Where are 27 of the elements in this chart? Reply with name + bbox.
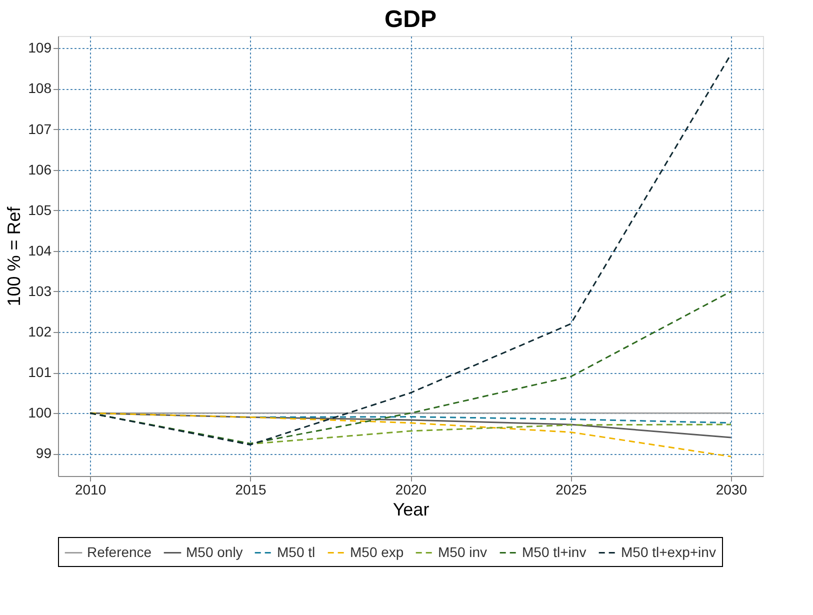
- y-tick-label: 108: [28, 80, 52, 96]
- x-tick-label: 2010: [74, 482, 106, 498]
- y-tick-label: 107: [28, 120, 52, 137]
- y-tick-label: 109: [28, 40, 52, 56]
- y-tick-label: 106: [28, 161, 52, 178]
- legend-label: M50 tl+exp+inv: [621, 544, 716, 560]
- line-series: [89, 412, 732, 458]
- y-tick-label: 103: [28, 282, 52, 299]
- y-tick-label: 100: [28, 404, 52, 421]
- y-tick-label: 99: [36, 445, 52, 462]
- legend-label: M50 only: [186, 544, 243, 560]
- chart-title: GDP: [384, 6, 437, 33]
- x-tick-label: 2030: [716, 482, 748, 498]
- x-axis-title: Year: [392, 500, 430, 520]
- legend-label: M50 exp: [350, 544, 404, 560]
- legend-label: M50 tl+inv: [522, 544, 586, 560]
- x-tick-label: 2015: [235, 482, 267, 498]
- y-axis-title: 100 % = Ref: [4, 206, 24, 306]
- y-tick-label: 101: [28, 364, 52, 380]
- x-tick-label: 2025: [556, 482, 588, 498]
- legend-label: M50 tl: [277, 544, 316, 560]
- x-tick-label: 2020: [395, 482, 427, 498]
- y-tick-label: 104: [28, 242, 52, 258]
- legend-label: M50 inv: [438, 544, 488, 560]
- y-tick-label: 102: [28, 324, 52, 340]
- legend-label: Reference: [87, 544, 152, 560]
- y-tick-label: 105: [28, 202, 52, 218]
